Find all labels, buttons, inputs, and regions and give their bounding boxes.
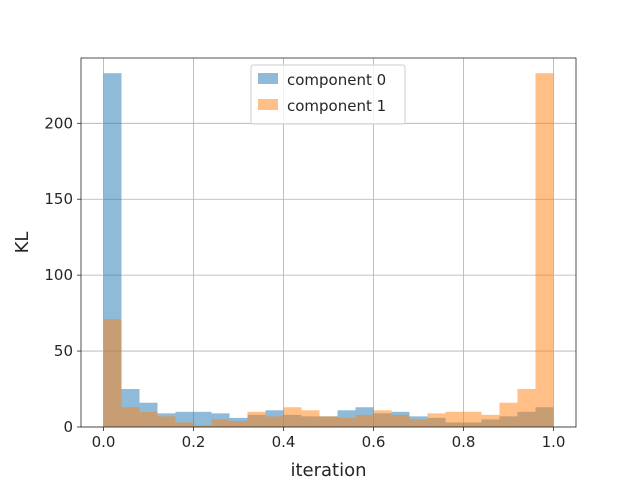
histogram-bar-component-1: [121, 407, 140, 427]
histogram-bar-component-1: [391, 414, 410, 427]
histogram-bar-component-1: [373, 410, 392, 427]
histogram-bar-component-1: [229, 420, 248, 427]
x-tick-label: 1.0: [542, 433, 566, 451]
histogram-bar-component-1: [355, 414, 374, 427]
y-tick-label: 50: [54, 342, 73, 360]
histogram-bar-component-1: [517, 389, 536, 427]
histogram-bar-component-1: [247, 411, 266, 427]
legend-label-component-0: component 0: [287, 71, 386, 89]
legend-box: [250, 64, 406, 125]
x-tick-label: 0.6: [362, 433, 386, 451]
histogram-bar-component-1: [319, 416, 338, 427]
x-tick-label: 0.2: [182, 433, 206, 451]
histogram-bar-component-1: [427, 413, 446, 427]
histogram-bar-component-1: [175, 422, 194, 427]
y-axis-label: KL: [12, 232, 33, 254]
x-tick-label: 0.0: [92, 433, 116, 451]
x-axis-label: iteration: [290, 460, 366, 480]
histogram-bar-component-1: [535, 73, 554, 428]
histogram-bar-component-1: [463, 411, 482, 427]
histogram-bar-component-1: [157, 416, 176, 427]
histogram-bar-component-0: [193, 411, 212, 427]
histogram-bar-component-1: [409, 419, 428, 427]
histogram-bar-component-1: [481, 414, 500, 427]
axis-ticks: 0.0 0.2 0.4 0.6 0.8 1.0 0 50 100 150 200: [44, 114, 565, 451]
histogram-bar-component-1: [499, 402, 518, 427]
axes-frame: [80, 57, 577, 428]
legend-swatch-component-0: [258, 73, 278, 84]
x-tick-label: 0.4: [272, 433, 296, 451]
legend-label-component-1: component 1: [287, 97, 386, 115]
histogram-bar-component-1: [193, 425, 212, 427]
histogram-bar-component-1: [445, 411, 464, 427]
histogram-bar-component-1: [265, 416, 284, 427]
histogram-bar-component-1: [337, 417, 356, 427]
histogram-bar-component-1: [301, 410, 320, 427]
y-tick-label: 200: [44, 114, 73, 132]
y-tick-label: 150: [44, 190, 73, 208]
histogram-bar-component-1: [103, 319, 122, 427]
x-tick-label: 0.8: [452, 433, 476, 451]
histogram-bar-component-1: [211, 419, 230, 427]
legend-swatch-component-1: [258, 99, 278, 110]
y-tick-label: 0: [63, 418, 73, 436]
legend: component 0 component 1: [250, 64, 406, 125]
y-tick-label: 100: [44, 266, 73, 284]
histogram-bar-component-1: [283, 407, 302, 427]
histogram-bars: [103, 73, 554, 428]
histogram-bar-component-1: [139, 411, 158, 427]
